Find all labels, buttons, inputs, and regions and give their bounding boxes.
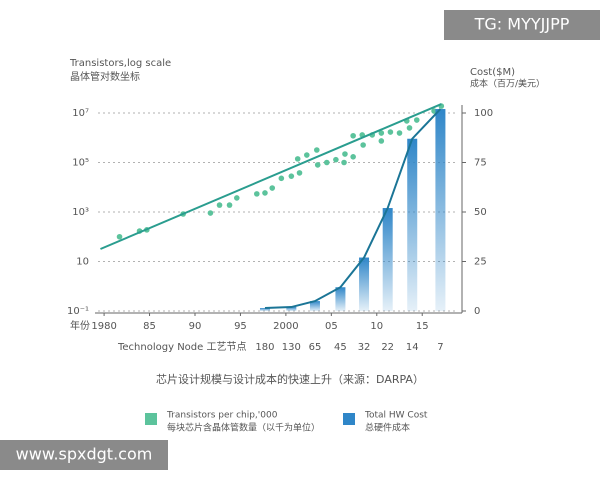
bar bbox=[286, 307, 297, 311]
bar bbox=[259, 308, 270, 311]
y2-tick-label: 25 bbox=[474, 257, 487, 268]
watermark: TG: MYYJJPP bbox=[474, 15, 570, 34]
scatter-point bbox=[234, 195, 240, 201]
bar bbox=[309, 301, 320, 311]
y-tick-label: 10⁷ bbox=[72, 108, 89, 119]
node-label: 32 bbox=[358, 342, 371, 353]
scatter-point bbox=[269, 185, 276, 191]
scatter-point bbox=[314, 162, 321, 168]
scatter-point bbox=[342, 151, 348, 157]
legend-label: Total HW Cost bbox=[364, 411, 428, 421]
x-tick-label: 85 bbox=[143, 321, 156, 332]
legend-label-cn: 每块芯片含晶体管数量（以千为单位） bbox=[167, 422, 320, 434]
y2-tick-label: 0 bbox=[474, 306, 480, 317]
scatter-point bbox=[253, 191, 260, 197]
y-tick-label: 10 bbox=[76, 257, 89, 268]
legend-label: Transistors per chip,'000 bbox=[166, 411, 278, 421]
node-label: 130 bbox=[282, 342, 301, 353]
bar bbox=[335, 287, 346, 311]
scatter-point bbox=[313, 147, 320, 153]
bar bbox=[382, 208, 393, 311]
scatter-point bbox=[116, 233, 123, 240]
watermark-box bbox=[0, 440, 168, 470]
node-label: 7 bbox=[437, 342, 443, 353]
scatter-point bbox=[207, 210, 214, 216]
scatter-point bbox=[378, 138, 385, 144]
scatter-point bbox=[303, 152, 310, 158]
bar bbox=[435, 109, 446, 311]
y-tick-label: 10⁵ bbox=[72, 158, 89, 169]
legend-label-cn: 总硬件成本 bbox=[365, 422, 410, 434]
x-tick-label: 15 bbox=[416, 321, 429, 332]
x-tick-label: 05 bbox=[325, 321, 338, 332]
x-tick-label: 2000 bbox=[273, 321, 298, 332]
x-tick-label: 90 bbox=[189, 321, 202, 332]
bar bbox=[407, 138, 418, 311]
node-axis-label: Technology Node 工艺节点 bbox=[117, 341, 246, 353]
y2-tick-label: 75 bbox=[474, 158, 487, 169]
x-axis-label: 年份 bbox=[70, 319, 90, 332]
y-axis-label: Transistors,log scale bbox=[69, 58, 171, 69]
legend-swatch bbox=[145, 413, 157, 425]
scatter-point bbox=[406, 125, 413, 131]
scatter-point bbox=[396, 130, 403, 136]
trend-line bbox=[100, 103, 442, 250]
scatter-point bbox=[288, 173, 295, 179]
x-tick-label: 10 bbox=[370, 321, 383, 332]
node-label: 180 bbox=[255, 342, 274, 353]
scatter-point bbox=[333, 156, 339, 163]
y2-tick-label: 100 bbox=[474, 108, 493, 119]
y-tick-label: 10⁻¹ bbox=[67, 306, 89, 317]
scatter-point bbox=[341, 159, 347, 166]
scatter-point bbox=[226, 202, 233, 208]
watermark: www.spxdgt.com bbox=[16, 445, 153, 464]
node-label: 22 bbox=[381, 342, 394, 353]
y-tick-label: 10³ bbox=[72, 207, 89, 218]
node-label: 65 bbox=[309, 342, 322, 353]
legend-swatch bbox=[343, 413, 355, 425]
scatter-point bbox=[387, 129, 394, 135]
scatter-point bbox=[216, 202, 223, 208]
scatter-point bbox=[413, 117, 420, 123]
scatter-point bbox=[350, 153, 356, 160]
scatter-point bbox=[360, 142, 366, 148]
node-label: 45 bbox=[334, 342, 347, 353]
chart-title: 芯片设计规模与设计成本的快速上升（来源：DARPA） bbox=[156, 372, 424, 386]
node-label: 14 bbox=[406, 342, 419, 353]
watermark-box bbox=[444, 10, 600, 40]
bar bbox=[359, 257, 370, 311]
scatter-point bbox=[323, 159, 330, 166]
cost-line bbox=[264, 108, 442, 310]
y2-axis-label: Cost($M) bbox=[470, 67, 515, 78]
y-axis-label-cn: 晶体管对数坐标 bbox=[70, 70, 140, 83]
x-tick-label: 1980 bbox=[91, 321, 116, 332]
y2-axis-label-cn: 成本（百万/美元） bbox=[470, 78, 545, 90]
y2-tick-label: 50 bbox=[474, 207, 487, 218]
x-tick-label: 95 bbox=[234, 321, 247, 332]
scatter-point bbox=[378, 130, 385, 136]
scatter-point bbox=[294, 156, 301, 162]
scatter-point bbox=[350, 132, 356, 139]
scatter-point bbox=[262, 190, 268, 196]
scatter-point bbox=[296, 170, 303, 176]
scatter-point bbox=[278, 175, 285, 182]
